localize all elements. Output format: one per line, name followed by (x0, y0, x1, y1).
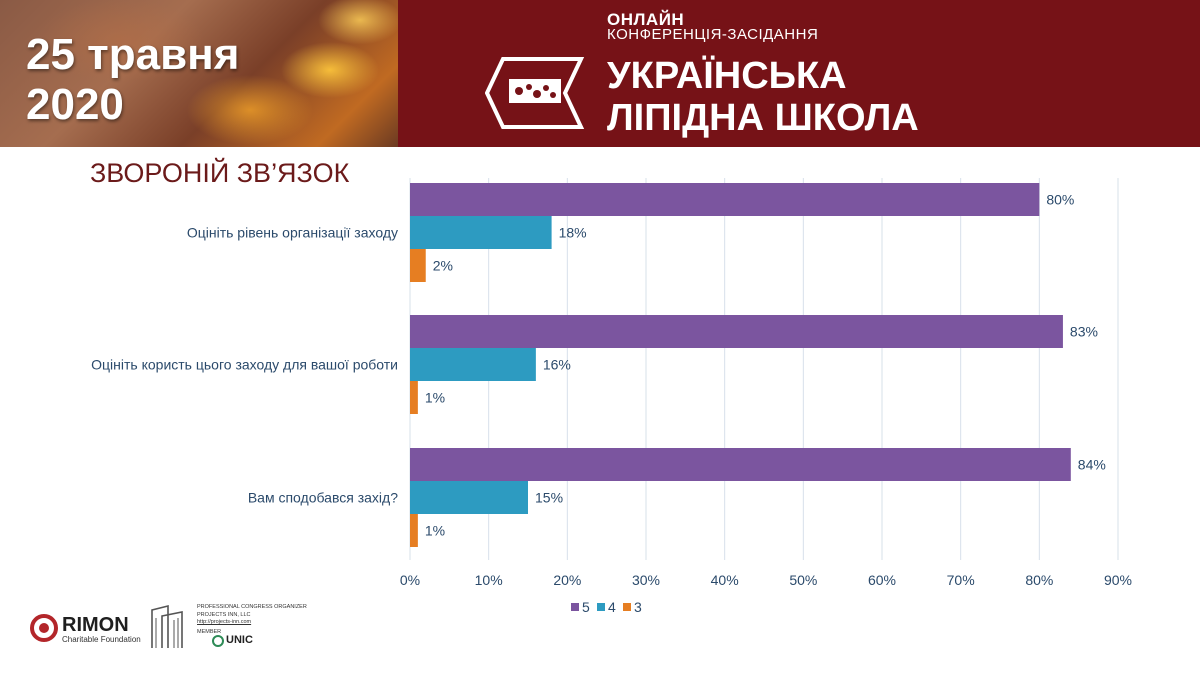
section-title: ЗВОРОНІЙ ЗВ’ЯЗОК (90, 158, 350, 188)
online-label: ОНЛАЙН (607, 10, 685, 29)
bar-3-1 (410, 381, 418, 414)
bar-3-2 (410, 514, 418, 547)
unic-label: UNIC (226, 634, 253, 646)
legend-swatch-3 (623, 603, 631, 611)
data-label: 2% (433, 258, 453, 274)
pco-link[interactable]: http://projects-inn.com (197, 619, 252, 625)
date-year: 2020 (26, 80, 124, 129)
x-tick-label: 10% (475, 572, 503, 588)
bar-5-1 (410, 315, 1063, 348)
bar-4-2 (410, 481, 528, 514)
school-logo-icon (485, 57, 585, 129)
bar-3-0 (410, 249, 426, 282)
school-title: УКРАЇНСЬКА ЛІПІДНА ШКОЛА (607, 55, 919, 139)
legend-label-5: 5 (582, 599, 590, 615)
date-day: 25 травня (26, 30, 240, 79)
bar-5-0 (410, 183, 1040, 216)
x-tick-label: 30% (632, 572, 660, 588)
category-label: Вам сподобався захід? (248, 490, 398, 506)
x-tick-label: 20% (553, 572, 581, 588)
category-label: Оцініть користь цього заходу для вашої р… (91, 357, 398, 373)
data-label: 18% (559, 225, 587, 241)
conference-label: КОНФЕРЕНЦІЯ-ЗАСІДАННЯ (607, 26, 819, 43)
title-panel (398, 0, 1200, 147)
legend-label-3: 3 (634, 599, 642, 615)
bar-4-0 (410, 216, 552, 249)
school-title-line1: УКРАЇНСЬКА (607, 55, 847, 97)
data-label: 83% (1070, 324, 1098, 340)
pco-line1: PROFESSIONAL CONGRESS ORGANIZER (197, 604, 307, 610)
legend-label-4: 4 (608, 599, 616, 615)
school-title-line2: ЛІПІДНА ШКОЛА (607, 97, 919, 139)
x-tick-label: 50% (789, 572, 817, 588)
x-tick-label: 60% (868, 572, 896, 588)
data-label: 80% (1046, 192, 1074, 208)
x-tick-label: 90% (1104, 572, 1132, 588)
category-label: Оцініть рівень організації заходу (187, 225, 398, 241)
projects-inn-logo-icon (151, 604, 183, 648)
pco-line2: PROJECTS INN, LLC (197, 611, 251, 618)
data-label: 15% (535, 490, 563, 506)
header-banner: 25 травня 2020 ОНЛАЙН КОНФЕРЕНЦІЯ-ЗАСІДА… (0, 0, 1200, 147)
legend-swatch-4 (597, 603, 605, 611)
lipid-membrane-image (0, 0, 398, 147)
x-tick-label: 80% (1025, 572, 1053, 588)
legend-swatch-5 (571, 603, 579, 611)
rimon-subtitle: Charitable Foundation (62, 635, 141, 644)
pco-text: PROFESSIONAL CONGRESS ORGANIZER PROJECTS… (197, 604, 337, 636)
event-date: 25 травня 2020 (26, 30, 239, 130)
x-tick-label: 40% (711, 572, 739, 588)
rimon-logo-icon (30, 614, 58, 642)
unic-logo-icon (212, 635, 224, 647)
bar-4-1 (410, 348, 536, 381)
rimon-name: RIMON (62, 614, 129, 636)
footer-logos: RIMON Charitable Foundation PROFESSIONAL… (30, 600, 330, 660)
data-label: 84% (1078, 457, 1106, 473)
bar-5-2 (410, 448, 1071, 481)
data-label: 16% (543, 357, 571, 373)
x-tick-label: 0% (400, 572, 420, 588)
x-tick-label: 70% (947, 572, 975, 588)
member-label: MEMBER (197, 628, 222, 635)
data-label: 1% (425, 523, 445, 539)
data-label: 1% (425, 390, 445, 406)
